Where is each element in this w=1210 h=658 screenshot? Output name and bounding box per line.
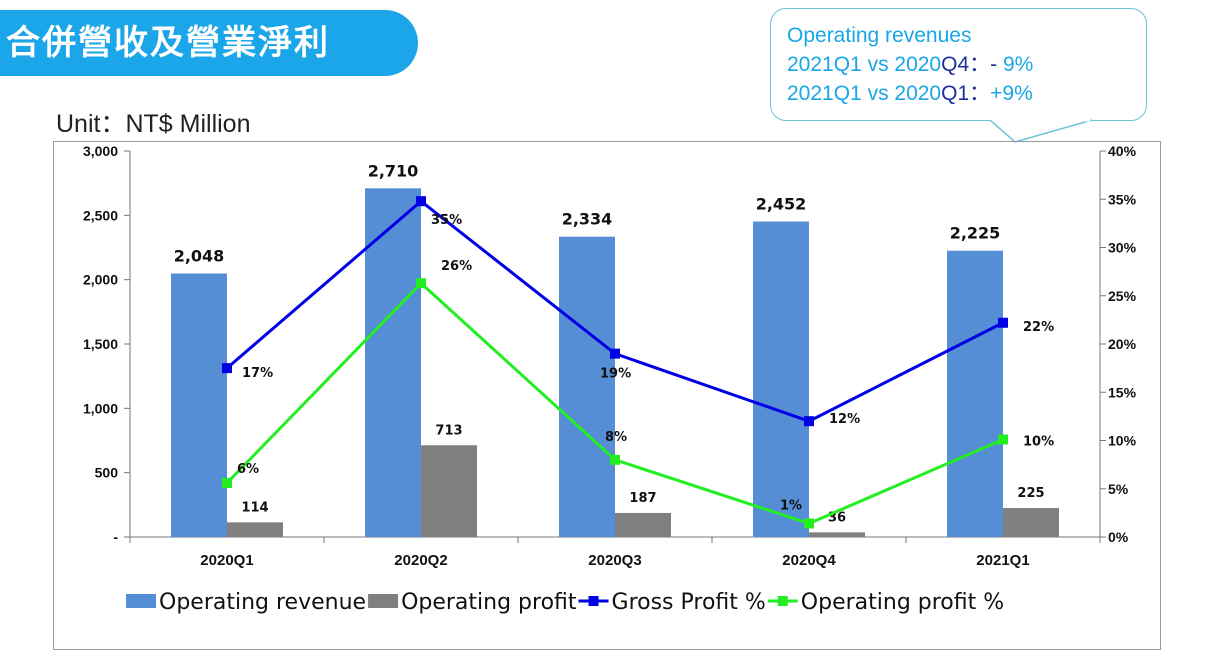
operating-profit-pct-marker bbox=[610, 454, 620, 465]
profit-bar-label: 713 bbox=[435, 423, 462, 438]
callout-line-2-value: 9% bbox=[1002, 53, 1034, 76]
left-tick-label: 1,500 bbox=[83, 336, 118, 352]
legend-gross-profit-pct-swatch-marker bbox=[588, 596, 599, 606]
left-tick-label: 1,000 bbox=[83, 400, 118, 416]
chart-frame bbox=[53, 141, 1161, 650]
gross-profit-marker bbox=[998, 317, 1008, 328]
profit-bar bbox=[1003, 508, 1059, 537]
unit-label: Unit：NT$ Million bbox=[56, 110, 251, 138]
gross-profit-data-label: 35% bbox=[431, 213, 462, 228]
gross-profit-data-label: 22% bbox=[1023, 320, 1054, 335]
callout-line-3-value: +9% bbox=[990, 82, 1033, 105]
callout-line-2-sep: ： bbox=[969, 53, 991, 76]
right-tick-label: 0% bbox=[1108, 529, 1129, 545]
revenue-callout: Operating revenues 2021Q1 vs 2020Q4：- 9%… bbox=[770, 8, 1147, 121]
right-tick-label: 35% bbox=[1108, 191, 1137, 207]
right-tick-label: 5% bbox=[1108, 481, 1129, 497]
operating-profit-pct-marker bbox=[416, 278, 426, 289]
revenue-bar bbox=[365, 188, 421, 537]
profit-bar bbox=[421, 445, 477, 537]
legend-operating-profit-label: Operating profit bbox=[401, 590, 577, 615]
revenue-bar bbox=[753, 221, 809, 537]
category-label: 2020Q4 bbox=[782, 552, 836, 569]
legend-operating-profit-pct-swatch-marker bbox=[777, 596, 788, 606]
legend-operating-revenue-label: Operating revenue bbox=[159, 590, 366, 615]
profit-bar bbox=[227, 522, 283, 537]
right-tick-label: 20% bbox=[1108, 336, 1137, 352]
gross-profit-data-label: 17% bbox=[242, 366, 273, 381]
legend-operating-profit-pct-label: Operating profit % bbox=[801, 590, 1004, 615]
category-label: 2020Q2 bbox=[394, 552, 447, 569]
left-tick-label: - bbox=[113, 529, 118, 545]
revenue-bar-label: 2,452 bbox=[756, 195, 807, 214]
legend-operating-profit-swatch bbox=[368, 594, 399, 608]
category-label: 2021Q1 bbox=[976, 552, 1029, 569]
right-tick-label: 30% bbox=[1108, 240, 1137, 256]
profit-bar-label: 114 bbox=[241, 500, 268, 515]
callout-line-2-prefix: 2021Q1 vs 2020 bbox=[787, 53, 942, 76]
revenue-bar bbox=[947, 250, 1003, 537]
gross-profit-data-label: 12% bbox=[829, 412, 860, 427]
legend-operating-revenue-swatch bbox=[126, 594, 156, 608]
right-tick-label: 15% bbox=[1108, 384, 1137, 400]
revenue-bar-label: 2,710 bbox=[368, 161, 419, 180]
gross-profit-marker bbox=[222, 363, 232, 374]
operating-profit-pct-data-label: 1% bbox=[780, 498, 802, 513]
callout-line-1: Operating revenues bbox=[787, 24, 972, 47]
operating-profit-pct-marker bbox=[804, 518, 814, 529]
page-title: 合併營收及營業淨利 bbox=[0, 10, 418, 76]
operating-profit-pct-data-label: 26% bbox=[441, 259, 472, 274]
profit-bar bbox=[615, 512, 671, 537]
callout-line-3-quarter: Q1 bbox=[941, 82, 970, 105]
callout-line-3: 2021Q1 vs 2020Q1：+9% bbox=[787, 79, 1146, 108]
gross-profit-marker bbox=[804, 416, 814, 427]
right-tick-label: 25% bbox=[1108, 288, 1137, 304]
callout-line-2-dash: - bbox=[990, 53, 1003, 76]
category-label: 2020Q1 bbox=[200, 552, 253, 569]
revenue-bar-label: 2,225 bbox=[950, 224, 1001, 243]
left-tick-label: 2,500 bbox=[83, 207, 118, 223]
left-tick-label: 3,000 bbox=[83, 143, 118, 159]
operating-profit-pct-data-label: 6% bbox=[237, 462, 259, 477]
operating-profit-pct-marker bbox=[998, 434, 1008, 445]
gross-profit-marker bbox=[416, 196, 426, 207]
revenue-bar bbox=[171, 273, 227, 537]
gross-profit-marker bbox=[610, 348, 620, 359]
revenue-bar-label: 2,048 bbox=[174, 246, 225, 265]
callout-line-3-sep: ： bbox=[969, 82, 991, 105]
operating-profit-pct-marker bbox=[222, 477, 232, 488]
left-tick-label: 2,000 bbox=[83, 272, 118, 288]
category-label: 2020Q3 bbox=[588, 552, 641, 569]
revenue-bar-label: 2,334 bbox=[562, 210, 613, 229]
right-tick-label: 40% bbox=[1108, 143, 1137, 159]
profit-bar bbox=[809, 532, 865, 537]
operating-profit-pct-data-label: 10% bbox=[1023, 435, 1054, 450]
profit-bar-label: 225 bbox=[1017, 486, 1044, 501]
revenue-bar bbox=[559, 236, 615, 537]
profit-bar-label: 187 bbox=[629, 491, 656, 506]
callout-line-2-quarter: Q4 bbox=[941, 53, 970, 76]
callout-line-2: 2021Q1 vs 2020Q4：- 9% bbox=[787, 50, 1146, 79]
operating-profit-pct-data-label: 8% bbox=[605, 430, 627, 445]
legend-gross-profit-pct-label: Gross Profit % bbox=[612, 590, 766, 615]
callout-line-3-prefix: 2021Q1 vs 2020 bbox=[787, 82, 942, 105]
gross-profit-data-label: 19% bbox=[600, 367, 631, 382]
left-tick-label: 500 bbox=[95, 465, 119, 481]
right-tick-label: 10% bbox=[1108, 433, 1137, 449]
